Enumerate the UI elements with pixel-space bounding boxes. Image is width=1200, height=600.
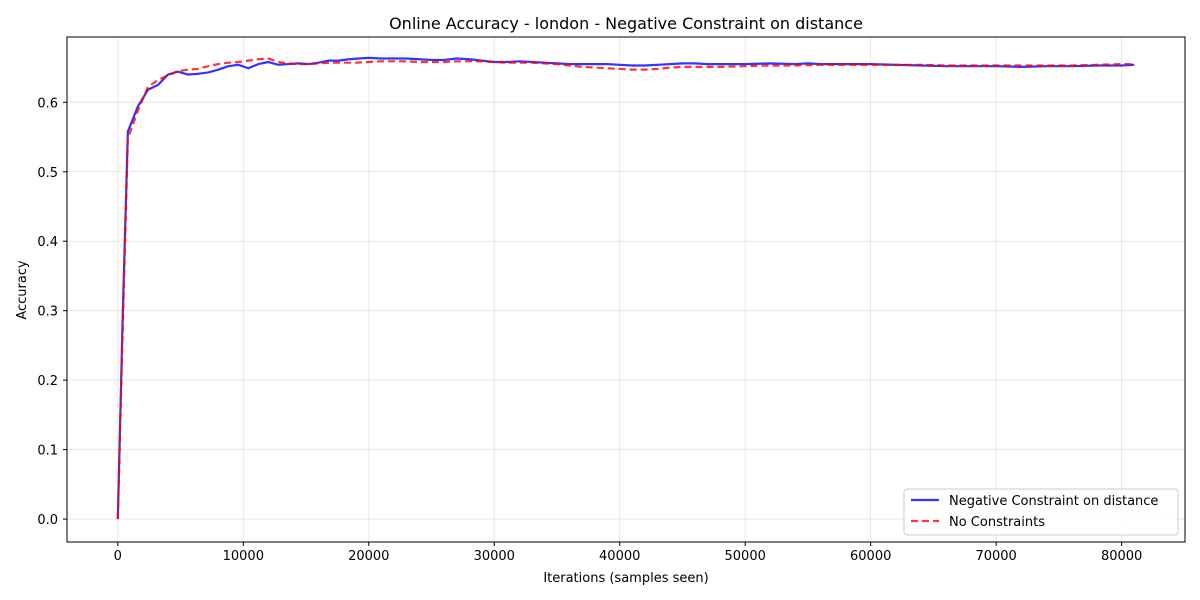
- series-line-no-constraints: [116, 57, 1135, 520]
- legend: Negative Constraint on distance No Const…: [903, 488, 1179, 536]
- legend-box: [903, 488, 1179, 536]
- y-tick-label: 0.2: [37, 374, 58, 389]
- y-tick-label: 0.3: [37, 305, 58, 320]
- x-tick-label: 70000: [975, 549, 1016, 564]
- legend-label-no-constraints: No Constraints: [949, 515, 1045, 530]
- x-axis-label: Iterations (samples seen): [543, 571, 708, 586]
- x-tick-label: 20000: [348, 549, 389, 564]
- y-axis: 0.0 0.1 0.2 0.3 0.4 0.5 0.6: [37, 96, 67, 528]
- legend-label-negative-constraint: Negative Constraint on distance: [949, 494, 1158, 509]
- x-axis: 0 10000 20000 30000 40000 50000 60000 70000 8000…: [114, 542, 1142, 564]
- x-tick-label: 10000: [223, 549, 264, 564]
- y-tick-label: 0.6: [37, 96, 58, 111]
- x-tick-label: 40000: [599, 549, 640, 564]
- x-tick-label: 0: [114, 549, 122, 564]
- y-tick-label: 0.1: [37, 444, 58, 459]
- x-tick-label: 80000: [1101, 549, 1142, 564]
- y-tick-label: 0.5: [37, 166, 58, 181]
- y-axis-label: Accuracy: [15, 260, 30, 320]
- y-tick-label: 0.4: [37, 235, 58, 250]
- y-tick-label: 0.0: [37, 513, 58, 528]
- chart-title: Online Accuracy - london - Negative Cons…: [389, 14, 863, 33]
- series-layer: [116, 56, 1135, 520]
- x-tick-label: 50000: [725, 549, 766, 564]
- grid: [67, 37, 1185, 542]
- plot-area-frame: [66, 36, 1186, 543]
- x-tick-label: 60000: [850, 549, 891, 564]
- x-tick-label: 30000: [474, 549, 515, 564]
